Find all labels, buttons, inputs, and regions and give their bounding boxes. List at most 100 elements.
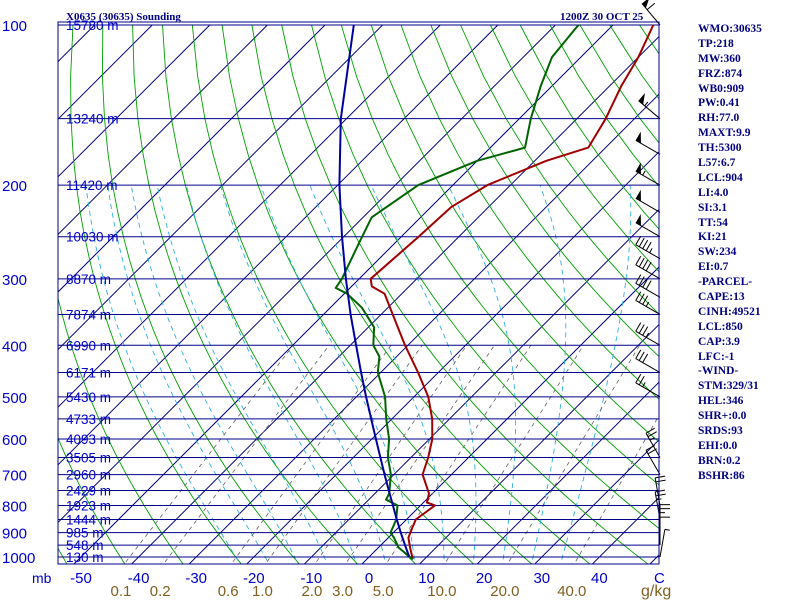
mixing-ratio-line xyxy=(123,345,294,564)
sounding-index: EI:0.7 xyxy=(698,261,729,274)
mixing-ratio-tick-label: 20.0 xyxy=(490,583,519,600)
wind-barb-staff xyxy=(635,170,661,186)
wind-barb xyxy=(635,235,661,260)
height-label: 548 m xyxy=(66,538,104,553)
sounding-index: -PARCEL- xyxy=(698,276,753,289)
dry-adiabat xyxy=(430,24,659,358)
temperature-tick-label: 10 xyxy=(418,570,435,587)
isotherm xyxy=(246,151,659,564)
sounding-index: HEL:346 xyxy=(698,395,744,408)
wind-barb-staff xyxy=(659,529,666,558)
wind-barb-feather xyxy=(647,448,657,455)
wind-barb-feather xyxy=(645,427,655,434)
moist-adiabat xyxy=(219,184,387,564)
moist-adiabat xyxy=(447,184,517,564)
wind-barb xyxy=(635,162,661,186)
wind-barb-feather xyxy=(645,241,652,251)
dry-adiabat xyxy=(58,296,184,564)
pressure-label-100: 100 xyxy=(2,18,27,35)
wind-barb-flag xyxy=(638,93,645,105)
wind-barb xyxy=(641,0,661,26)
dry-adiabat xyxy=(70,24,242,564)
isotherm xyxy=(73,24,614,564)
wind-barb-half-feather xyxy=(649,248,653,253)
sounding-index: LI:4.0 xyxy=(698,186,729,199)
mixing-ratio-line xyxy=(573,414,659,564)
wind-barb-half-feather xyxy=(649,437,655,441)
wind-barb-staff xyxy=(645,432,661,458)
moist-adiabat xyxy=(260,184,416,564)
height-label: 15780 m xyxy=(66,18,119,33)
dry-adiabat xyxy=(311,24,659,529)
sounding-index: BRN:0.2 xyxy=(698,454,741,467)
sounding-index: TP:218 xyxy=(698,37,734,50)
wind-barb-feather xyxy=(635,255,642,266)
height-label: 1923 m xyxy=(66,498,111,513)
isotherm xyxy=(58,24,499,466)
dry-adiabat xyxy=(221,24,533,564)
sounding-index: PW:0.41 xyxy=(698,97,740,110)
wind-barb xyxy=(635,131,661,155)
isotherm xyxy=(58,24,326,293)
moist-adiabat xyxy=(370,184,477,564)
sounding-index: SW:234 xyxy=(698,246,737,259)
wind-barb-half-feather xyxy=(644,101,649,107)
moist-adiabat xyxy=(85,185,241,564)
isotherm xyxy=(361,266,659,564)
isotherm xyxy=(58,24,211,178)
dry-adiabat xyxy=(489,24,659,273)
wind-barb-feather xyxy=(642,353,649,363)
dry-adiabat xyxy=(132,24,359,564)
height-label: 130 m xyxy=(66,550,104,565)
pressure-label-500: 500 xyxy=(2,390,27,407)
sounding-index: MAXT:9.9 xyxy=(698,127,751,140)
sounding-index: CAPE:13 xyxy=(698,291,745,304)
wind-barb-feather xyxy=(638,237,645,247)
wind-barb-flag xyxy=(635,162,641,175)
dry-adiabat xyxy=(400,24,659,400)
wind-barb-feather xyxy=(638,276,645,286)
height-label: 8870 m xyxy=(66,272,111,287)
pressure-label-1000: 1000 xyxy=(2,550,35,567)
sounding-index: SI:3.1 xyxy=(698,201,728,214)
dry-adiabat xyxy=(759,25,800,568)
mixing-ratio-tick-label: 10.0 xyxy=(427,583,456,600)
height-label: 7874 m xyxy=(66,307,111,322)
wind-barb-half-feather xyxy=(664,528,670,531)
height-label: 13240 m xyxy=(66,112,119,127)
wind-barb-feather xyxy=(638,351,645,361)
mixing-ratio-tick-label: 5.0 xyxy=(373,583,394,600)
sounding-index: STM:329/31 xyxy=(698,380,759,393)
wind-barb xyxy=(638,93,661,120)
wind-barb-feather xyxy=(642,239,649,249)
pressure-label-200: 200 xyxy=(2,178,27,195)
wind-barb-staff xyxy=(635,222,661,238)
mixing-ratio-tick-label: 3.0 xyxy=(332,583,353,600)
height-label: 2960 m xyxy=(66,468,111,483)
sounding-index: BSHR:86 xyxy=(698,469,745,482)
temperature-tick-label: -30 xyxy=(185,570,207,587)
sounding-index: WMO:30635 xyxy=(698,23,762,35)
isotherm xyxy=(476,381,659,564)
isotherm xyxy=(58,24,268,236)
dry-adiabat xyxy=(340,24,659,486)
wind-barb-feather xyxy=(635,373,642,384)
mixing-ratio-line xyxy=(314,345,468,564)
moist-adiabat xyxy=(185,184,357,564)
isotherm xyxy=(418,323,659,564)
wind-barb-feather xyxy=(635,291,642,301)
wind-barb-feather xyxy=(655,493,666,497)
wind-barb-feather xyxy=(645,280,652,290)
wind-barb-feather xyxy=(655,479,666,483)
mixing-ratio-line xyxy=(506,345,640,564)
wind-barb-staff xyxy=(645,450,661,475)
wind-barb xyxy=(635,373,661,398)
wind-barb-half-feather xyxy=(642,382,646,388)
height-label: 4093 m xyxy=(66,432,111,447)
wind-barb-staff xyxy=(635,282,661,298)
isotherm xyxy=(58,24,556,524)
wind-barb xyxy=(635,274,661,298)
wind-barb-staff xyxy=(635,197,661,213)
wind-barb-feather xyxy=(642,295,649,305)
